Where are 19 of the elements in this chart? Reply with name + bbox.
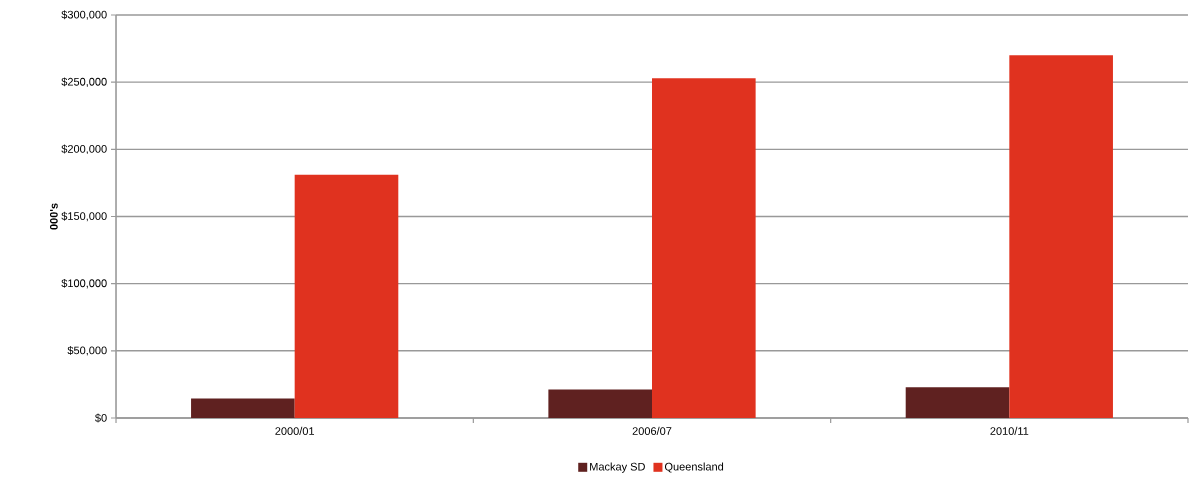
y-tick-label: $250,000: [61, 77, 107, 87]
x-tick-label: 2010/11: [990, 426, 1029, 435]
y-tick-label: $100,000: [61, 278, 107, 289]
y-tick-label: $300,000: [61, 10, 107, 20]
legend-label: Mackay SD: [590, 462, 645, 473]
y-tick-label: $150,000: [61, 211, 107, 222]
x-tick-label: 2000/01: [275, 426, 315, 435]
bar: [1009, 55, 1113, 418]
bar: [905, 387, 1010, 418]
bar: [652, 78, 756, 418]
bar: [294, 174, 399, 418]
bar: [191, 398, 295, 418]
y-axis-title: 000's: [49, 203, 58, 230]
legend-label: Queensland: [664, 462, 724, 473]
y-tick-label: $50,000: [67, 346, 107, 356]
y-tick-label: $0: [95, 413, 107, 423]
bar: [548, 389, 652, 418]
x-tick-label: 2006/07: [632, 426, 672, 435]
y-tick-label: $200,000: [61, 144, 107, 155]
